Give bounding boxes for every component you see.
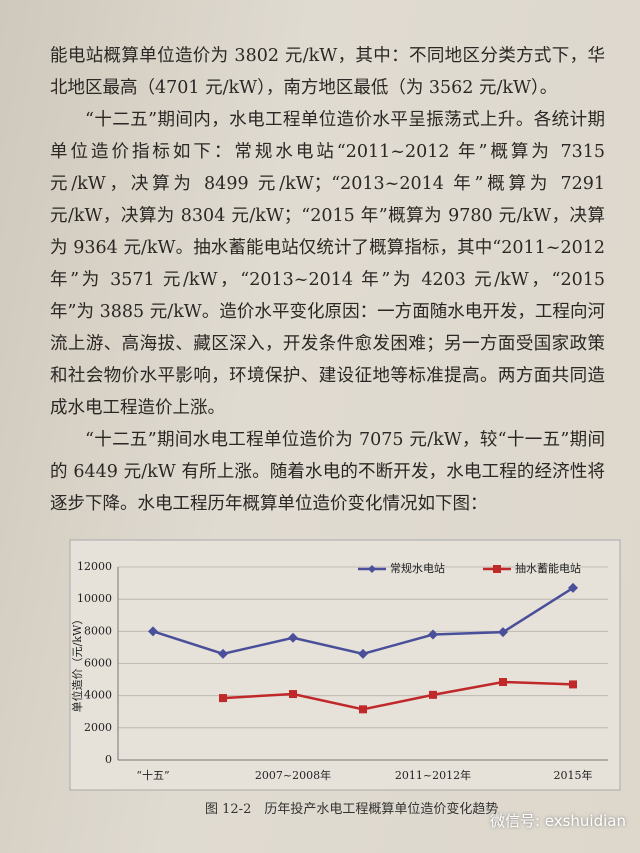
y-tick-label: 2000: [84, 721, 112, 734]
y-axis-label: 单位造价（元/kW）: [70, 614, 84, 713]
series-line: [222, 680, 574, 711]
y-tick-label: 8000: [84, 624, 112, 637]
watermark: 微信号: exshuidian: [489, 812, 626, 830]
marker: [429, 690, 437, 699]
x-tick-label: “十五”: [136, 768, 169, 782]
paragraph: “十二五”期间内，水电工程单位造价水平呈振荡式上升。各统计期单位造价指标如下：常…: [50, 110, 605, 418]
body-text: 能电站概算单位造价为 3802 元/kW，其中：不同地区分类方式下，华北地区最高…: [50, 40, 605, 520]
x-tick-label: 2007~2008年: [255, 768, 331, 782]
marker: [359, 705, 367, 714]
marker: [568, 582, 578, 593]
marker: [288, 632, 298, 643]
caption: 图 12-2 历年投产水电工程概算单位造价变化趋势: [205, 802, 499, 817]
legend-label: 常规水电站: [390, 561, 445, 575]
x-tick-label: 2011~2012年: [395, 768, 471, 782]
legend-label: 抽水蓄能电站: [515, 561, 581, 575]
marker: [569, 680, 577, 689]
marker: [498, 627, 508, 638]
paragraph: 能电站概算单位造价为 3802 元/kW，其中：不同地区分类方式下，华北地区最高…: [50, 46, 605, 98]
marker: [428, 629, 438, 640]
x-tick-label: 2015年: [554, 768, 593, 782]
y-tick-label: 6000: [84, 657, 112, 670]
marker: [218, 648, 228, 659]
paragraph: “十二五”期间水电工程单位造价为 7075 元/kW，较“十一五”期间的 644…: [50, 430, 605, 514]
legend-marker: [368, 565, 376, 573]
marker: [219, 694, 227, 703]
marker: [289, 690, 297, 699]
y-tick-label: 0: [105, 753, 112, 766]
legend-marker: [493, 565, 501, 573]
y-tick-label: 4000: [84, 689, 112, 702]
y-tick-label: 12000: [77, 560, 112, 573]
marker: [358, 648, 368, 659]
y-tick-label: 10000: [77, 592, 112, 605]
chart-frame: [69, 539, 621, 791]
marker: [499, 677, 507, 686]
marker: [148, 626, 158, 637]
chart: 单位造价（元/kW） 0 2000 4000 6000 8000 10000 12000 “十…: [69, 539, 621, 791]
